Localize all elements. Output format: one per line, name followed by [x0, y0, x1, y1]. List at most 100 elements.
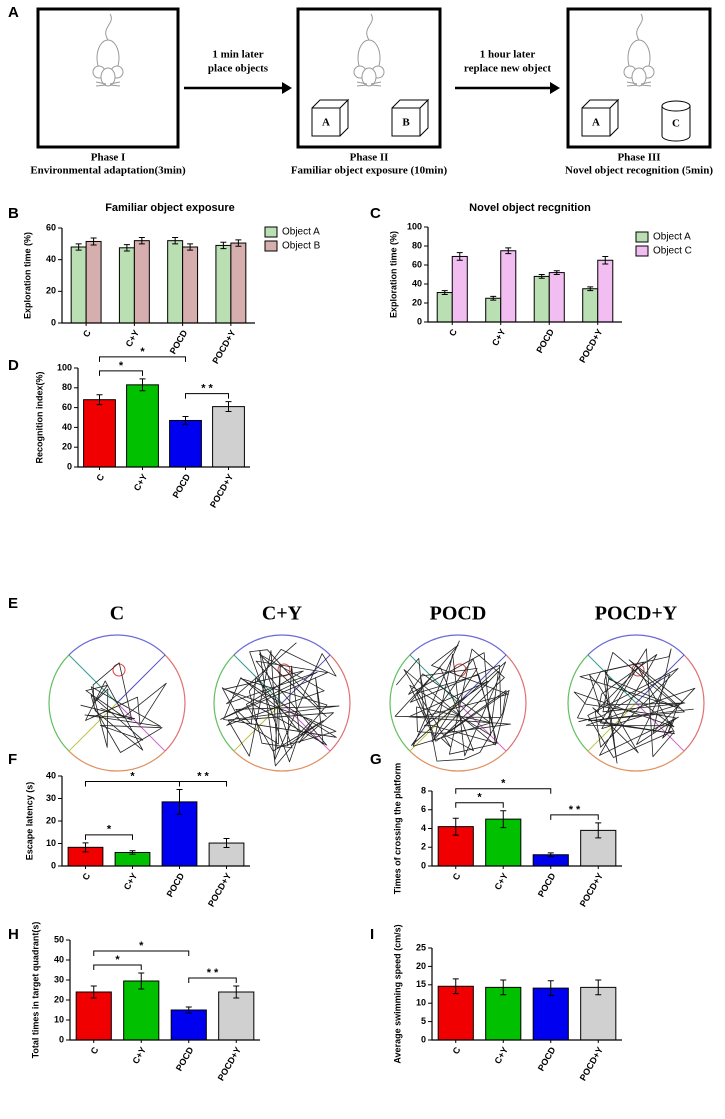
error-bar — [452, 978, 459, 995]
significance-bracket — [99, 370, 143, 376]
x-tick-label: C+Y — [492, 1045, 510, 1065]
bar — [436, 292, 453, 323]
x-tick-label: POCD+Y — [210, 328, 237, 365]
y-tick-label: 0 — [421, 860, 426, 870]
y-tick-label: 30 — [54, 974, 64, 984]
error-bar — [602, 255, 609, 265]
mouse-icon — [623, 13, 655, 87]
pool-arc — [48, 654, 70, 752]
error-bar — [123, 244, 130, 252]
y-tick-label: 100 — [407, 221, 422, 231]
pool-arc — [567, 654, 589, 752]
transition-text: place objects — [208, 63, 269, 75]
pool-arc — [68, 634, 166, 656]
x-tick-label: C — [89, 1045, 101, 1056]
significance-label: * — [115, 954, 120, 966]
pool-arc — [409, 750, 507, 772]
bar — [548, 272, 565, 323]
error-bar — [553, 270, 560, 275]
bar — [212, 406, 245, 468]
pool-arc — [389, 654, 411, 752]
panel-label: B — [8, 205, 19, 222]
x-tick-label: POCD — [171, 472, 193, 500]
pool-arc — [213, 654, 235, 752]
x-tick-label: C+Y — [132, 472, 150, 492]
y-tick-label: 10 — [46, 838, 56, 848]
y-tick-label: 50 — [54, 934, 64, 944]
error-bar — [441, 290, 448, 295]
significance-label: * * — [207, 967, 219, 979]
error-bar — [223, 838, 230, 849]
platform — [112, 663, 126, 677]
y-tick-label: 20 — [412, 297, 422, 307]
bar — [437, 985, 474, 1041]
quadrant-line — [68, 654, 118, 704]
object-label: A — [322, 117, 330, 129]
bar — [169, 419, 202, 468]
y-tick-label: 15 — [416, 979, 426, 989]
legend-swatch — [635, 245, 649, 257]
y-tick-label: 0 — [51, 317, 56, 327]
bar — [75, 991, 112, 1041]
error-bar — [587, 286, 594, 292]
bar — [485, 297, 502, 323]
y-axis-label: Exploration time (%) — [388, 231, 398, 318]
panel-label: F — [8, 751, 17, 768]
bar — [215, 244, 232, 324]
y-tick-label: 20 — [46, 286, 56, 296]
quadrant-line — [457, 702, 507, 752]
x-tick-label: C — [447, 327, 459, 338]
mouse-tail — [636, 13, 643, 41]
bar — [118, 247, 135, 324]
x-tick-label: POCD+Y — [208, 472, 235, 509]
bar — [218, 991, 255, 1041]
x-tick-label: C+Y — [122, 871, 140, 891]
legend-label: Object A — [653, 232, 691, 243]
swim-track — [80, 662, 167, 753]
error-bar — [547, 852, 554, 858]
y-tick-label: 20 — [62, 442, 72, 452]
x-tick-label: POCD — [536, 871, 558, 899]
bar — [580, 986, 617, 1041]
y-tick-label: 40 — [54, 954, 64, 964]
x-tick-label: POCD+Y — [578, 1045, 605, 1082]
x-tick-label: C+Y — [130, 1045, 148, 1065]
legend-label: Object C — [653, 246, 692, 257]
significance-label: * — [130, 770, 135, 782]
y-tick-label: 2 — [421, 842, 426, 852]
significance-bracket — [550, 814, 599, 820]
mouse-tail — [366, 13, 373, 41]
error-bar — [538, 274, 545, 279]
error-bar — [505, 247, 512, 255]
group-title: C+Y — [262, 603, 303, 625]
y-tick-label: 0 — [51, 860, 56, 870]
x-tick-label: POCD — [536, 1045, 558, 1073]
mouse-whiskers — [95, 81, 121, 87]
phase-title: Phase III — [617, 152, 660, 164]
phase-caption: Novel object recognition (5min) — [565, 165, 713, 177]
y-axis-label: Recognition index(%) — [34, 371, 44, 463]
y-axis-label: Escape latency (s) — [24, 782, 34, 861]
error-bar — [595, 979, 602, 996]
swim-track — [394, 640, 511, 762]
error-bar — [176, 789, 183, 815]
y-tick-label: 100 — [57, 362, 72, 372]
object-label: A — [592, 117, 600, 129]
cube — [311, 98, 350, 137]
x-tick-label: POCD — [165, 871, 187, 899]
significance-bracket — [455, 802, 504, 808]
cylinder — [661, 106, 691, 142]
error-bar — [82, 842, 89, 853]
significance-label: * — [107, 824, 112, 836]
bar — [182, 246, 199, 324]
y-tick-label: 20 — [46, 815, 56, 825]
mouse-whiskers — [626, 81, 652, 87]
x-tick-label: POCD — [174, 1045, 196, 1073]
y-axis-label: Average swimming speed (cm/s) — [392, 924, 402, 1063]
legend-swatch — [264, 226, 278, 238]
significance-bracket — [93, 950, 190, 956]
x-tick-label: C — [81, 328, 93, 339]
pool-arc — [409, 634, 507, 656]
error-bar — [235, 239, 242, 247]
significance-label: * * — [569, 804, 581, 816]
